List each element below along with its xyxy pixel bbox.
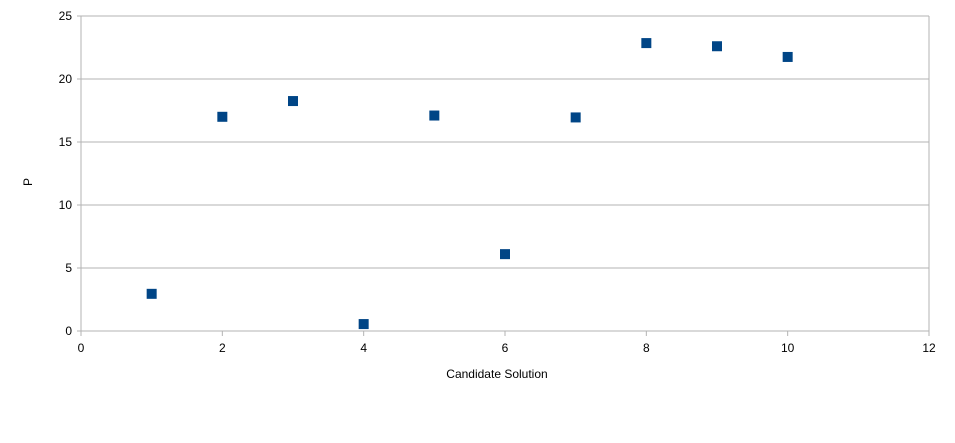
x-tick-label-6: 12 — [922, 341, 936, 355]
y-tick-label-0: 0 — [65, 324, 72, 338]
y-axis-title: P — [21, 178, 35, 186]
x-tick-label-2: 4 — [360, 341, 367, 355]
y-tick-label-4: 20 — [59, 72, 73, 86]
y-tick-label-3: 15 — [59, 135, 73, 149]
data-point-2 — [217, 111, 228, 122]
x-tick-label-4: 8 — [643, 341, 650, 355]
y-tick-label-1: 5 — [65, 261, 72, 275]
data-point-10 — [782, 51, 793, 62]
data-point-7 — [570, 112, 581, 123]
data-point-6 — [500, 249, 510, 260]
x-tick-label-3: 6 — [502, 341, 509, 355]
x-axis-title: Candidate Solution — [446, 367, 547, 381]
data-point-1 — [146, 288, 157, 299]
y-tick-labels: 0 5 10 15 20 25 — [59, 9, 73, 338]
data-point-8 — [641, 38, 652, 49]
y-tick-label-5: 25 — [59, 9, 73, 23]
x-tick-label-5: 10 — [781, 341, 795, 355]
data-point-3 — [288, 96, 298, 107]
y-tick-label-2: 10 — [59, 198, 73, 212]
x-tick-label-0: 0 — [78, 341, 85, 355]
data-point-4 — [358, 319, 369, 330]
x-tick-label-1: 2 — [219, 341, 226, 355]
gridlines — [81, 15, 929, 332]
data-point-5 — [429, 110, 440, 121]
axes — [77, 15, 930, 336]
data-points — [146, 38, 793, 330]
data-point-9 — [712, 41, 722, 52]
x-tick-labels: 0 2 4 6 8 10 12 — [78, 341, 936, 355]
